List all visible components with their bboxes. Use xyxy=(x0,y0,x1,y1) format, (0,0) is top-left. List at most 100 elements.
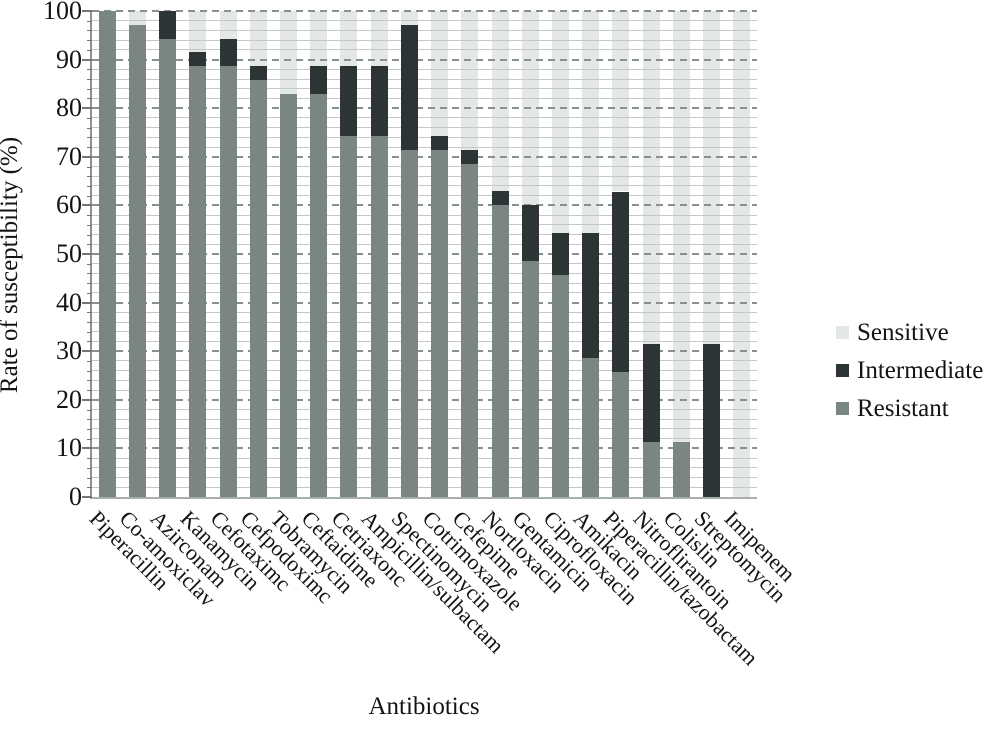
y-tick-label: 0 xyxy=(69,482,82,511)
bar-segment-intermediate xyxy=(370,66,388,136)
y-tick-minor xyxy=(87,215,92,217)
y-tick-minor xyxy=(87,98,92,100)
bar-segment-resistant xyxy=(491,205,509,497)
gridline-minor xyxy=(92,127,757,129)
y-tick-major xyxy=(82,155,92,158)
gridline-major xyxy=(92,447,757,450)
y-tick-minor xyxy=(87,477,92,479)
gridline-minor xyxy=(92,49,757,51)
gridline-minor xyxy=(92,88,757,90)
y-tick-minor xyxy=(87,409,92,411)
bar-segment-sensitive xyxy=(219,11,237,39)
legend-swatch-sensitive xyxy=(836,326,849,339)
bar-segment-intermediate xyxy=(159,11,177,39)
y-tick-major xyxy=(82,253,92,255)
bar-segment-intermediate xyxy=(340,66,358,136)
y-tick-minor xyxy=(87,79,92,81)
y-tick-minor xyxy=(87,467,92,469)
gridline-minor xyxy=(92,117,757,119)
y-tick-label: 40 xyxy=(56,287,82,317)
y-tick-minor xyxy=(87,331,92,333)
y-tick-minor xyxy=(87,458,92,460)
y-tick-minor xyxy=(87,88,92,90)
bar-segment-intermediate xyxy=(189,52,207,67)
bar-segment-intermediate xyxy=(642,344,660,442)
y-tick-minor xyxy=(87,127,92,129)
bar-segment-resistant xyxy=(672,441,690,497)
gridline-minor xyxy=(92,146,757,148)
y-tick-label: 10 xyxy=(56,433,82,463)
bar-segment-resistant xyxy=(279,94,297,497)
gridline-major xyxy=(92,58,757,61)
bar-segment-sensitive xyxy=(340,11,358,67)
gridline-minor xyxy=(92,97,757,99)
bar-segment-resistant xyxy=(249,80,267,497)
legend-swatch-intermediate xyxy=(836,364,849,377)
y-tick-minor xyxy=(87,419,92,421)
legend-entry: Resistant xyxy=(836,396,983,421)
y-tick-minor xyxy=(87,370,92,372)
y-tick-minor xyxy=(87,147,92,149)
bar-segment-sensitive xyxy=(370,11,388,67)
bar-segment-resistant xyxy=(98,11,116,497)
y-tick-minor xyxy=(87,234,92,236)
gridline-minor xyxy=(92,68,757,70)
y-tick-major xyxy=(82,301,92,304)
y-tick-label: 90 xyxy=(56,44,82,74)
y-tick-minor xyxy=(87,224,92,226)
bar-segment-resistant xyxy=(642,441,660,497)
bar-segment-intermediate xyxy=(521,205,539,261)
bar-segment-resistant xyxy=(431,149,449,497)
gridline-minor xyxy=(92,370,757,372)
gridline-minor xyxy=(92,321,757,323)
bar-segment-sensitive xyxy=(400,11,418,26)
bar-segment-intermediate xyxy=(612,191,630,373)
legend-label: Resistant xyxy=(857,395,949,422)
gridline-minor xyxy=(92,136,757,138)
bar-segment-sensitive xyxy=(279,11,297,95)
bar-segment-resistant xyxy=(370,135,388,497)
y-tick-label: 30 xyxy=(56,336,82,366)
y-tick-minor xyxy=(87,380,92,382)
bar-segment-resistant xyxy=(552,274,570,497)
y-tick-minor xyxy=(87,244,92,246)
bar-segment-sensitive xyxy=(642,11,660,345)
legend-swatch-resistant xyxy=(836,402,849,415)
y-tick-minor xyxy=(87,341,92,343)
legend-entry: Sensitive xyxy=(836,320,983,345)
y-tick-minor xyxy=(87,322,92,324)
gridline-minor xyxy=(92,234,757,236)
gridline-minor xyxy=(92,467,757,469)
gridline-minor xyxy=(92,20,757,22)
bar-segment-sensitive xyxy=(189,11,207,53)
gridline-minor xyxy=(92,379,757,381)
y-tick-minor xyxy=(87,137,92,139)
y-tick-major xyxy=(82,58,92,61)
bar-segment-intermediate xyxy=(461,149,479,164)
gridline-minor xyxy=(92,243,757,245)
bar-segment-intermediate xyxy=(431,135,449,150)
bar-segment-sensitive xyxy=(582,11,600,234)
gridline-minor xyxy=(92,409,757,411)
gridline-minor xyxy=(92,292,757,294)
gridline-minor xyxy=(92,418,757,420)
bar-segment-resistant xyxy=(310,94,328,497)
x-axis-line xyxy=(90,497,757,499)
gridline-minor xyxy=(92,185,757,187)
gridline-major xyxy=(92,253,757,255)
bar-segment-sensitive xyxy=(249,11,267,67)
y-tick-label: 20 xyxy=(56,384,82,414)
y-tick-minor xyxy=(87,292,92,294)
y-tick-minor xyxy=(87,117,92,119)
y-tick-minor xyxy=(87,176,92,178)
y-tick-major xyxy=(82,447,92,450)
gridline-minor xyxy=(92,331,757,333)
y-tick-label: 100 xyxy=(43,0,82,25)
bar-segment-intermediate xyxy=(582,233,600,358)
bar-segment-resistant xyxy=(340,135,358,497)
bar-segment-intermediate xyxy=(310,66,328,95)
y-tick-label: 60 xyxy=(56,190,82,220)
legend-label: Intermediate xyxy=(857,357,984,384)
y-tick-major xyxy=(82,10,92,12)
y-axis-line xyxy=(90,11,92,499)
